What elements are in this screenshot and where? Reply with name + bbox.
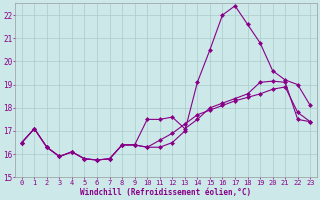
X-axis label: Windchill (Refroidissement éolien,°C): Windchill (Refroidissement éolien,°C) [80,188,252,197]
